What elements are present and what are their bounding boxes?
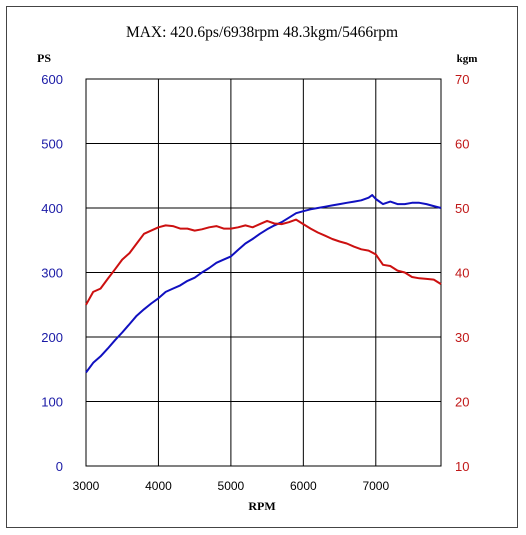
left-tick-label: 500 <box>41 137 63 152</box>
right-tick-label: 10 <box>455 459 469 474</box>
right-tick-label: 20 <box>455 395 469 410</box>
series-lines <box>85 194 442 374</box>
right-tick-label: 70 <box>455 72 469 87</box>
right-axis-label: kgm <box>457 53 478 65</box>
left-tick-label: 0 <box>56 459 63 474</box>
right-tick-label: 40 <box>455 266 469 281</box>
right-tick-label: 50 <box>455 201 469 216</box>
x-axis-label: RPM <box>248 499 275 513</box>
right-tick-label: 60 <box>455 137 469 152</box>
power-curve-line <box>85 194 442 374</box>
grid <box>85 78 442 467</box>
left-axis-label: PS <box>37 51 51 65</box>
x-tick-label: 5000 <box>218 479 245 493</box>
x-tick-label: 7000 <box>362 479 389 493</box>
right-tick-label: 30 <box>455 330 469 345</box>
left-tick-label: 600 <box>41 72 63 87</box>
torque-curve-line <box>85 218 442 306</box>
left-tick-label: 400 <box>41 201 63 216</box>
left-tick-label: 100 <box>41 395 63 410</box>
chart-title: MAX: 420.6ps/6938rpm 48.3kgm/5466rpm <box>126 24 398 41</box>
tick-labels: 3000 4000 5000 6000 7000 600 500 400 300 200 100 0 7… <box>41 72 469 493</box>
x-tick-label: 4000 <box>145 479 172 493</box>
left-tick-label: 300 <box>41 266 63 281</box>
x-tick-label: 6000 <box>290 479 317 493</box>
left-tick-label: 200 <box>41 330 63 345</box>
chart-frame <box>6 6 518 528</box>
x-tick-label: 3000 <box>73 479 100 493</box>
